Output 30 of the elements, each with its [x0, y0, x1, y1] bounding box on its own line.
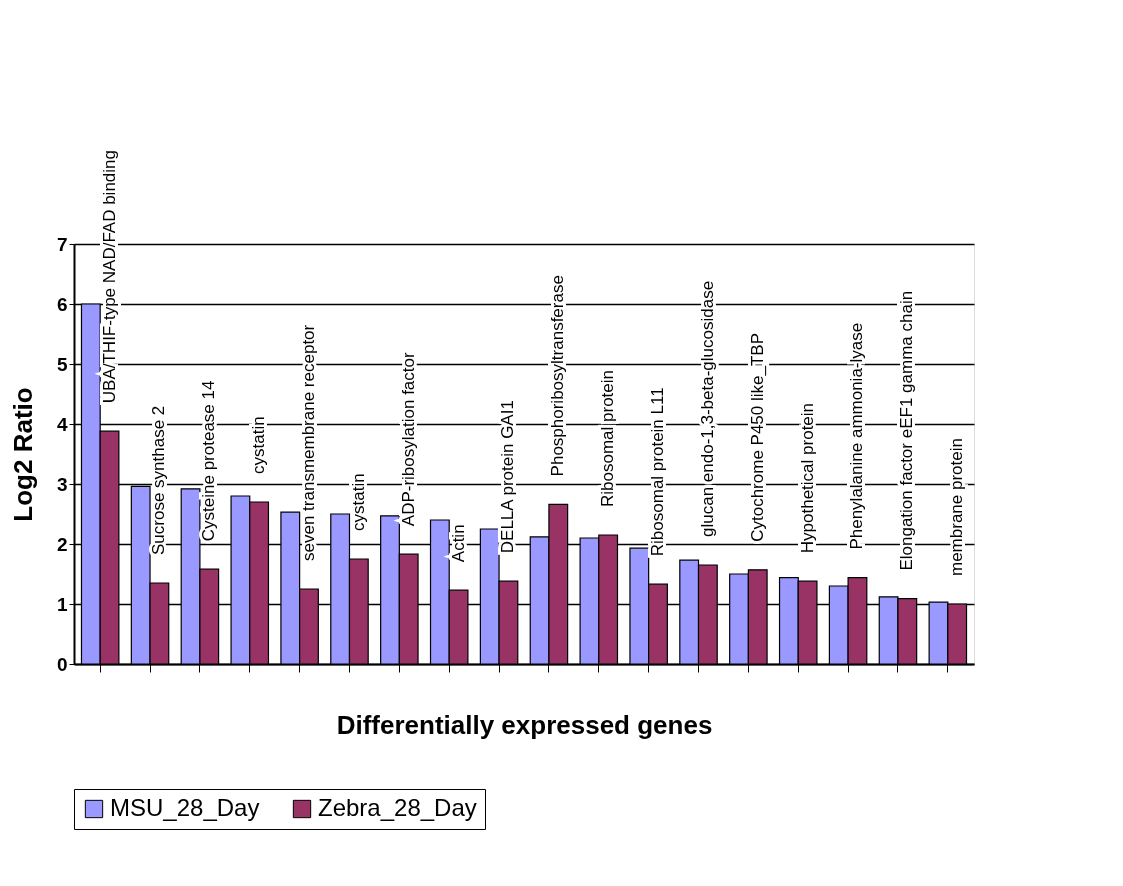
x-tick-label: UBA/THIF-type NAD/FAD binding [99, 150, 119, 404]
x-tick-label: Sucrose synthase 2 [149, 405, 169, 555]
x-tick-label: Cysteine protease 14 [199, 380, 219, 542]
y-tick-label: 6 [56, 293, 68, 315]
x-tick-label: DELLA protein GAI1 [498, 400, 518, 554]
legend-label: Zebra_28_Day [318, 794, 477, 821]
x-tick-label: seven transmembrane receptor [298, 324, 318, 561]
x-axis-title: Differentially expressed genes [336, 710, 713, 740]
x-tick-label: Ribosomal protein L11 [648, 387, 667, 557]
x-tick-label: Actin [448, 524, 468, 563]
x-tick-label: Phosphoribosyltransferase [548, 275, 568, 477]
y-tick-label: 1 [56, 593, 68, 615]
y-tick-label: 3 [56, 473, 68, 495]
x-tick-label: Cytochrome P450 like_TBP [747, 332, 767, 542]
x-tick-label: Phenylalanine ammonia-lyase [847, 322, 867, 550]
x-tick-label: membrane protein [947, 438, 967, 576]
y-tick-label: 7 [56, 233, 68, 255]
y-tick-label: 2 [56, 533, 68, 555]
y-tick-label: 5 [56, 353, 68, 375]
x-tick-label: cystatin [348, 473, 368, 531]
legend-label: MSU_28_Day [110, 794, 260, 821]
x-tick-label: Hypothetical protein [797, 402, 817, 554]
x-tick-label: ADP-ribosylation factor [398, 352, 418, 527]
y-tick-label: 4 [56, 413, 68, 435]
x-tick-label: cystatin [249, 416, 269, 474]
y-axis-title: Log2 Ratio [7, 387, 38, 522]
x-tick-label: glucan endo-1,3-beta-glucosidase [697, 280, 717, 537]
x-tick-label: Elongation factor eEF1 gamma chain [897, 290, 917, 571]
x-tick-label: Ribosomal protein [598, 369, 618, 507]
y-tick-label: 0 [56, 653, 68, 675]
